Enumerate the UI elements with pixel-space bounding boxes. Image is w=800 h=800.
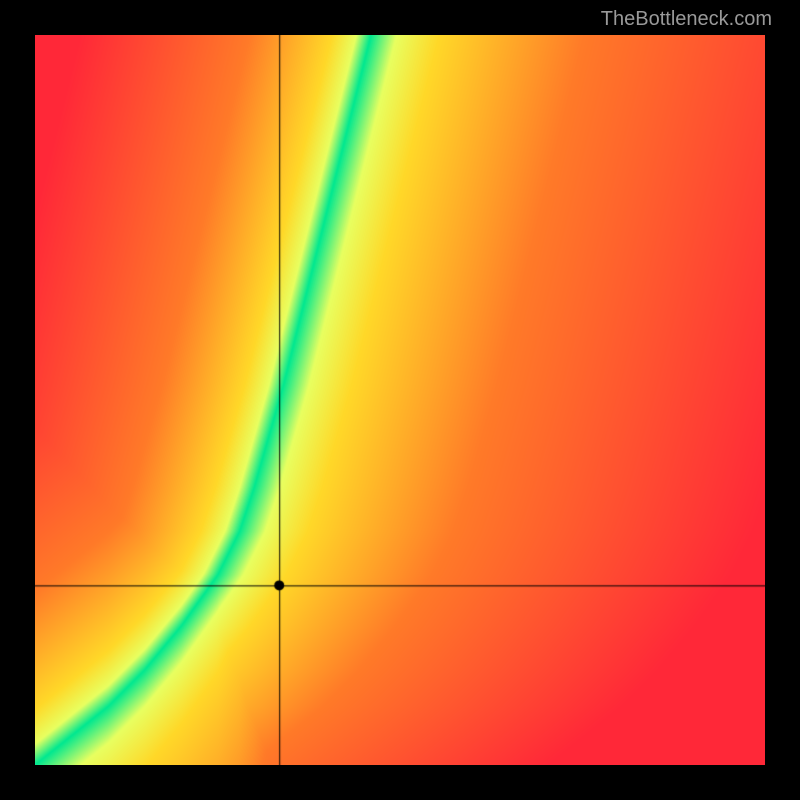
heatmap-canvas [35, 35, 765, 765]
bottleneck-heatmap [35, 35, 765, 765]
watermark-text: TheBottleneck.com [601, 8, 772, 31]
